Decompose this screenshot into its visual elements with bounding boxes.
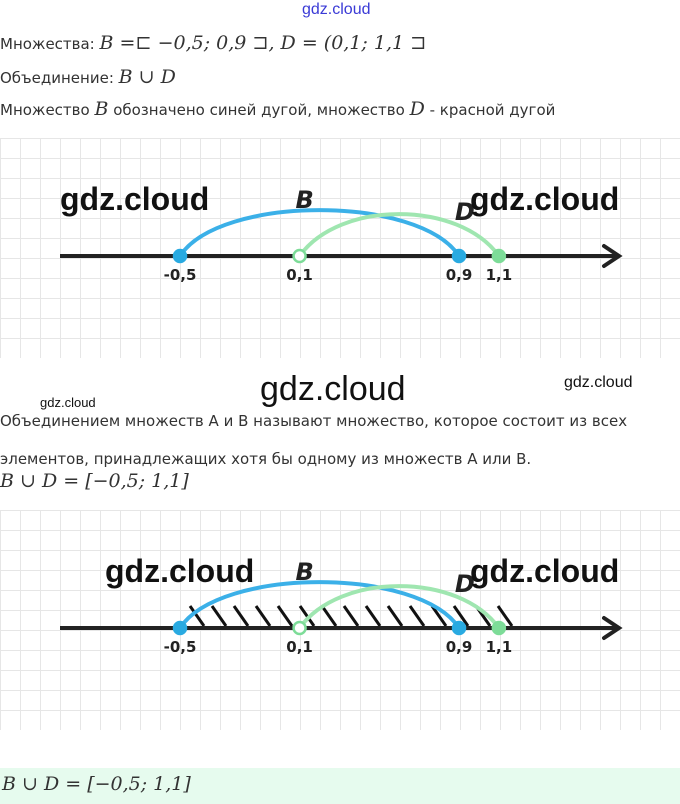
desc-text: обозначено синей дугой, множество — [113, 101, 405, 119]
arc-label-D: D — [455, 198, 475, 226]
axis-arrow — [602, 616, 623, 640]
definition-line: Объединением множеств А и В называют мно… — [0, 412, 628, 430]
hatch-mark — [452, 605, 470, 627]
point-label: 1,1 — [486, 266, 513, 284]
point-label: 0,1 — [286, 638, 313, 656]
arc-D — [297, 584, 501, 630]
arc-B — [178, 580, 461, 630]
point-1,1 — [491, 620, 507, 636]
definition-line: элементов, принадлежащих хотя бы одному … — [0, 450, 532, 468]
sets-line: Множества: B =⊏ −0,5; 0,9 ⊐, D = (0,1; 1… — [0, 32, 426, 54]
hatch-mark — [364, 605, 382, 627]
number-line-svg: B D -0,5 0,1 0,9 1,1 gdz.cloud gdz.cloud — [60, 181, 623, 284]
union-label: Объединение: — [0, 69, 114, 87]
union-formula: B ∪ D = [−0,5; 1,1] — [0, 470, 189, 492]
point-label: 0,9 — [446, 266, 473, 284]
hatch-mark — [232, 605, 250, 627]
sets-formula: B =⊏ −0,5; 0,9 ⊐, D = (0,1; 1,1 ⊐ — [99, 32, 427, 54]
point-label: 0,1 — [286, 266, 313, 284]
answer-box: B ∪ D = [−0,5; 1,1] — [0, 768, 680, 804]
desc-b: B — [94, 98, 109, 120]
point-label: -0,5 — [164, 638, 197, 656]
answer-formula: B ∪ D = [−0,5; 1,1] — [2, 773, 191, 795]
hatch-mark — [210, 605, 228, 627]
point-label: 0,9 — [446, 638, 473, 656]
number-line-diagram-1: B D -0,5 0,1 0,9 1,1 gdz.cloud gdz.cloud — [0, 138, 680, 358]
number-line-diagram-2: B D -0,5 0,1 0,9 1,1 gdz.cloud gdz.cloud — [0, 510, 680, 730]
hatch-mark — [276, 605, 294, 627]
watermark: gdz.cloud — [470, 181, 619, 217]
arc-B — [178, 208, 461, 258]
description-line: Множество B обозначено синей дугой, множ… — [0, 98, 555, 120]
union-line: Объединение: B ∪ D — [0, 66, 176, 88]
union-expression: B ∪ D — [118, 66, 176, 88]
hatch-mark — [320, 605, 338, 627]
point-1,1 — [491, 248, 507, 264]
watermark: gdz.cloud — [470, 553, 619, 589]
arc-label-D: D — [455, 570, 475, 598]
watermark: gdz.cloud — [60, 181, 209, 217]
arc-D — [297, 212, 501, 258]
hatch-mark — [188, 605, 206, 627]
hatch-mark — [430, 605, 448, 627]
hatch-mark — [408, 605, 426, 627]
desc-text: - красной дугой — [429, 101, 556, 119]
point-label: 1,1 — [486, 638, 513, 656]
hatch-mark — [386, 605, 404, 627]
point-0,9 — [451, 620, 467, 636]
point--0,5 — [172, 248, 188, 264]
point-0,1 — [292, 620, 307, 636]
hatch-mark — [254, 605, 272, 627]
watermark: gdz.cloud — [302, 1, 371, 18]
watermark: gdz.cloud — [260, 370, 406, 408]
axis-arrow — [602, 244, 623, 268]
point-label: -0,5 — [164, 266, 197, 284]
arc-label-B: B — [296, 558, 314, 586]
hatch-mark — [342, 605, 360, 627]
watermark: gdz.cloud — [40, 395, 96, 410]
watermark: gdz.cloud — [105, 553, 254, 589]
hatch-mark — [496, 605, 514, 627]
number-line-svg: B D -0,5 0,1 0,9 1,1 gdz.cloud gdz.cloud — [60, 553, 623, 656]
definition: Объединением множеств А и В называют мно… — [0, 402, 627, 478]
sets-label: Множества: — [0, 35, 95, 53]
point-0,9 — [451, 248, 467, 264]
desc-text: Множество — [0, 101, 90, 119]
point--0,5 — [172, 620, 188, 636]
watermark: gdz.cloud — [564, 374, 633, 391]
hatch-mark — [298, 605, 316, 627]
arc-label-B: B — [296, 186, 314, 214]
desc-d: D — [409, 98, 425, 120]
point-0,1 — [292, 248, 307, 264]
